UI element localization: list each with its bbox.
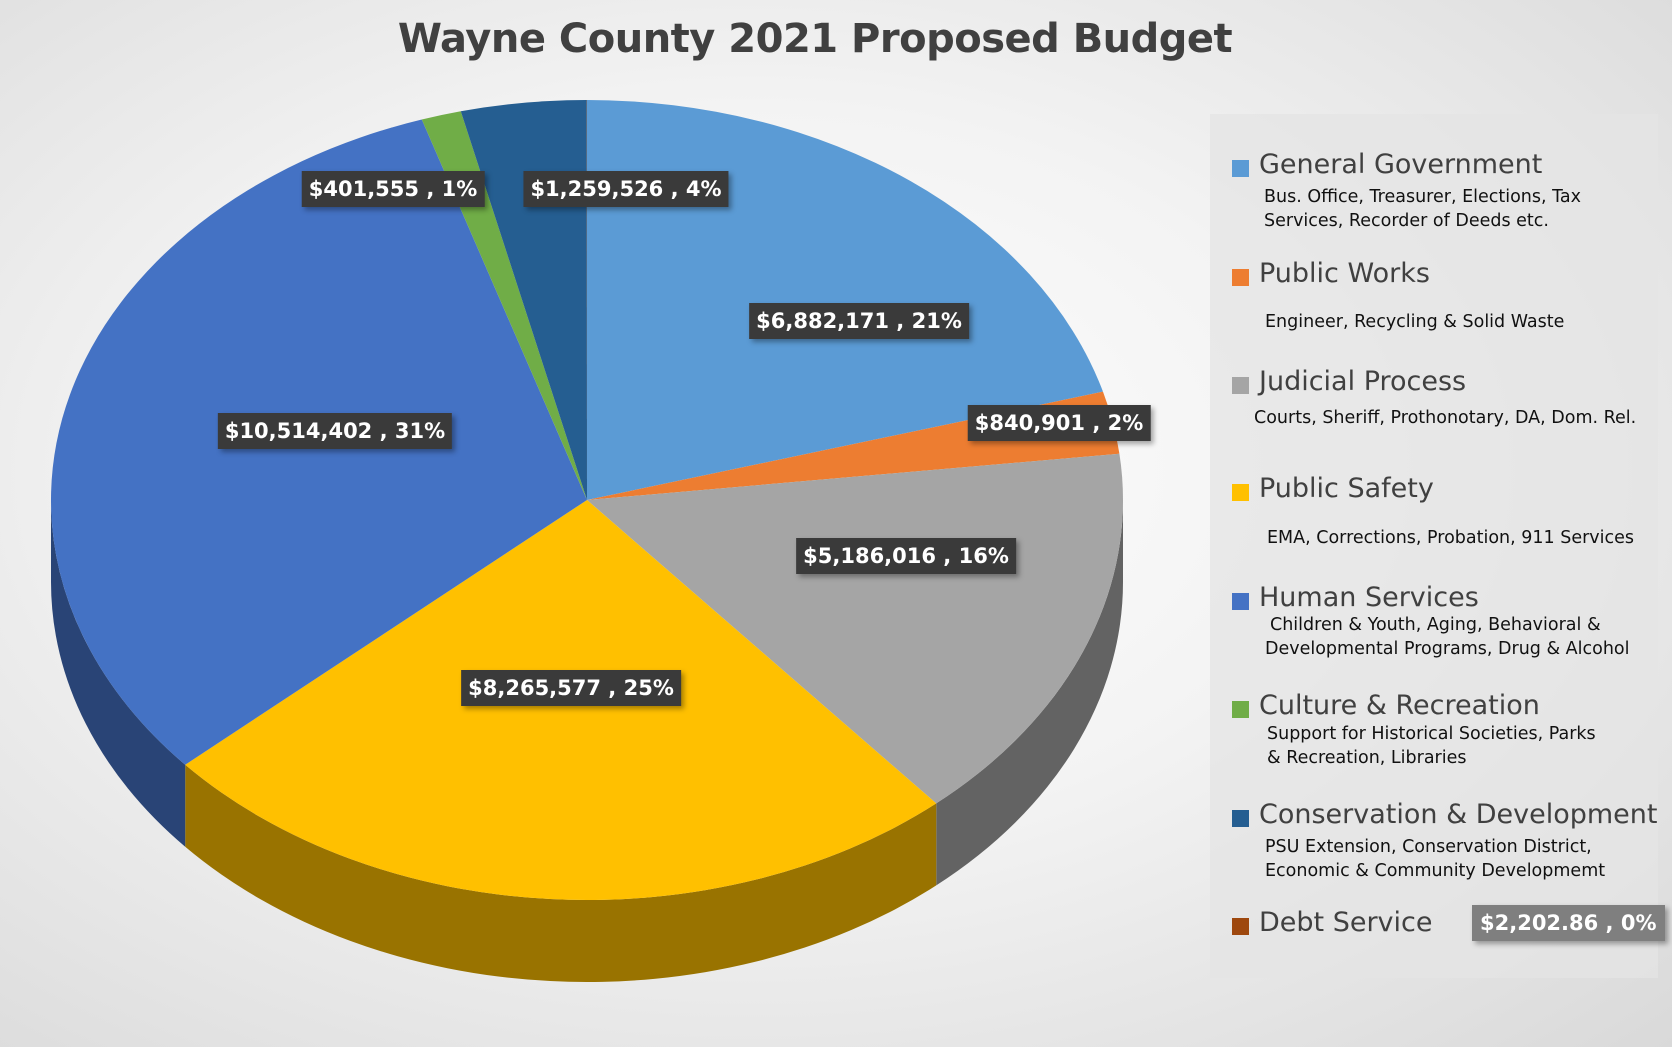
legend-label: Judicial Process (1259, 366, 1467, 397)
legend-description: & Recreation, Libraries (1267, 748, 1467, 768)
data-label-public-works: $840,901 , 2% (967, 405, 1151, 441)
data-label-culture-recreation: $401,555 , 1% (301, 171, 485, 207)
data-label-conservation-development: $1,259,526 , 4% (523, 171, 729, 207)
legend-swatch (1232, 701, 1249, 718)
legend-swatch (1232, 918, 1249, 935)
chart-title: Wayne County 2021 Proposed Budget (397, 16, 1233, 62)
pie-side-human-services (51, 500, 186, 847)
legend-description: Engineer, Recycling & Solid Waste (1265, 312, 1565, 332)
legend-swatch (1232, 377, 1249, 394)
data-label-public-safety: $8,265,577 , 25% (461, 670, 681, 706)
legend-description: Courts, Sheriff, Prothonotary, DA, Dom. … (1254, 408, 1637, 428)
legend: General Government Bus. Office, Treasure… (1210, 114, 1665, 978)
legend-swatch (1232, 160, 1249, 177)
legend-label: Human Services (1259, 582, 1479, 613)
legend-label: Public Safety (1259, 473, 1434, 504)
legend-description: Services, Recorder of Deeds etc. (1264, 211, 1549, 231)
pie-slice-culture-recreation (421, 111, 587, 501)
data-label-debt-service: $2,202.86 , 0% (1472, 905, 1665, 941)
legend-swatch (1232, 484, 1249, 501)
legend-description: Developmental Programs, Drug & Alcohol (1265, 639, 1630, 659)
legend-description: Children & Youth, Aging, Behavioral & (1270, 615, 1601, 635)
data-label-general-government: $6,882,171 , 21% (749, 303, 969, 339)
legend-label: Conservation & Development (1259, 799, 1658, 830)
legend-label: Debt Service (1259, 907, 1433, 938)
legend-description: Support for Historical Societies, Parks (1267, 724, 1596, 744)
data-label-human-services: $10,514,402 , 31% (217, 413, 453, 449)
legend-swatch (1232, 593, 1249, 610)
legend-description: EMA, Corrections, Probation, 911 Service… (1267, 528, 1635, 548)
legend-description: Economic & Community Developmemt (1265, 861, 1606, 881)
legend-label: General Government (1259, 149, 1543, 180)
data-label-judicial-process: $5,186,016 , 16% (796, 538, 1016, 574)
legend-description: Bus. Office, Treasurer, Elections, Tax (1264, 187, 1582, 207)
pie-side-public-safety (185, 764, 937, 982)
legend-swatch (1232, 810, 1249, 827)
legend-label: Public Works (1259, 258, 1430, 289)
pie-chart (50, 100, 1123, 982)
legend-label: Culture & Recreation (1259, 690, 1540, 721)
legend-swatch (1232, 269, 1249, 286)
pie-side-judicial-process (936, 500, 1123, 886)
legend-description: PSU Extension, Conservation District, (1265, 837, 1592, 857)
